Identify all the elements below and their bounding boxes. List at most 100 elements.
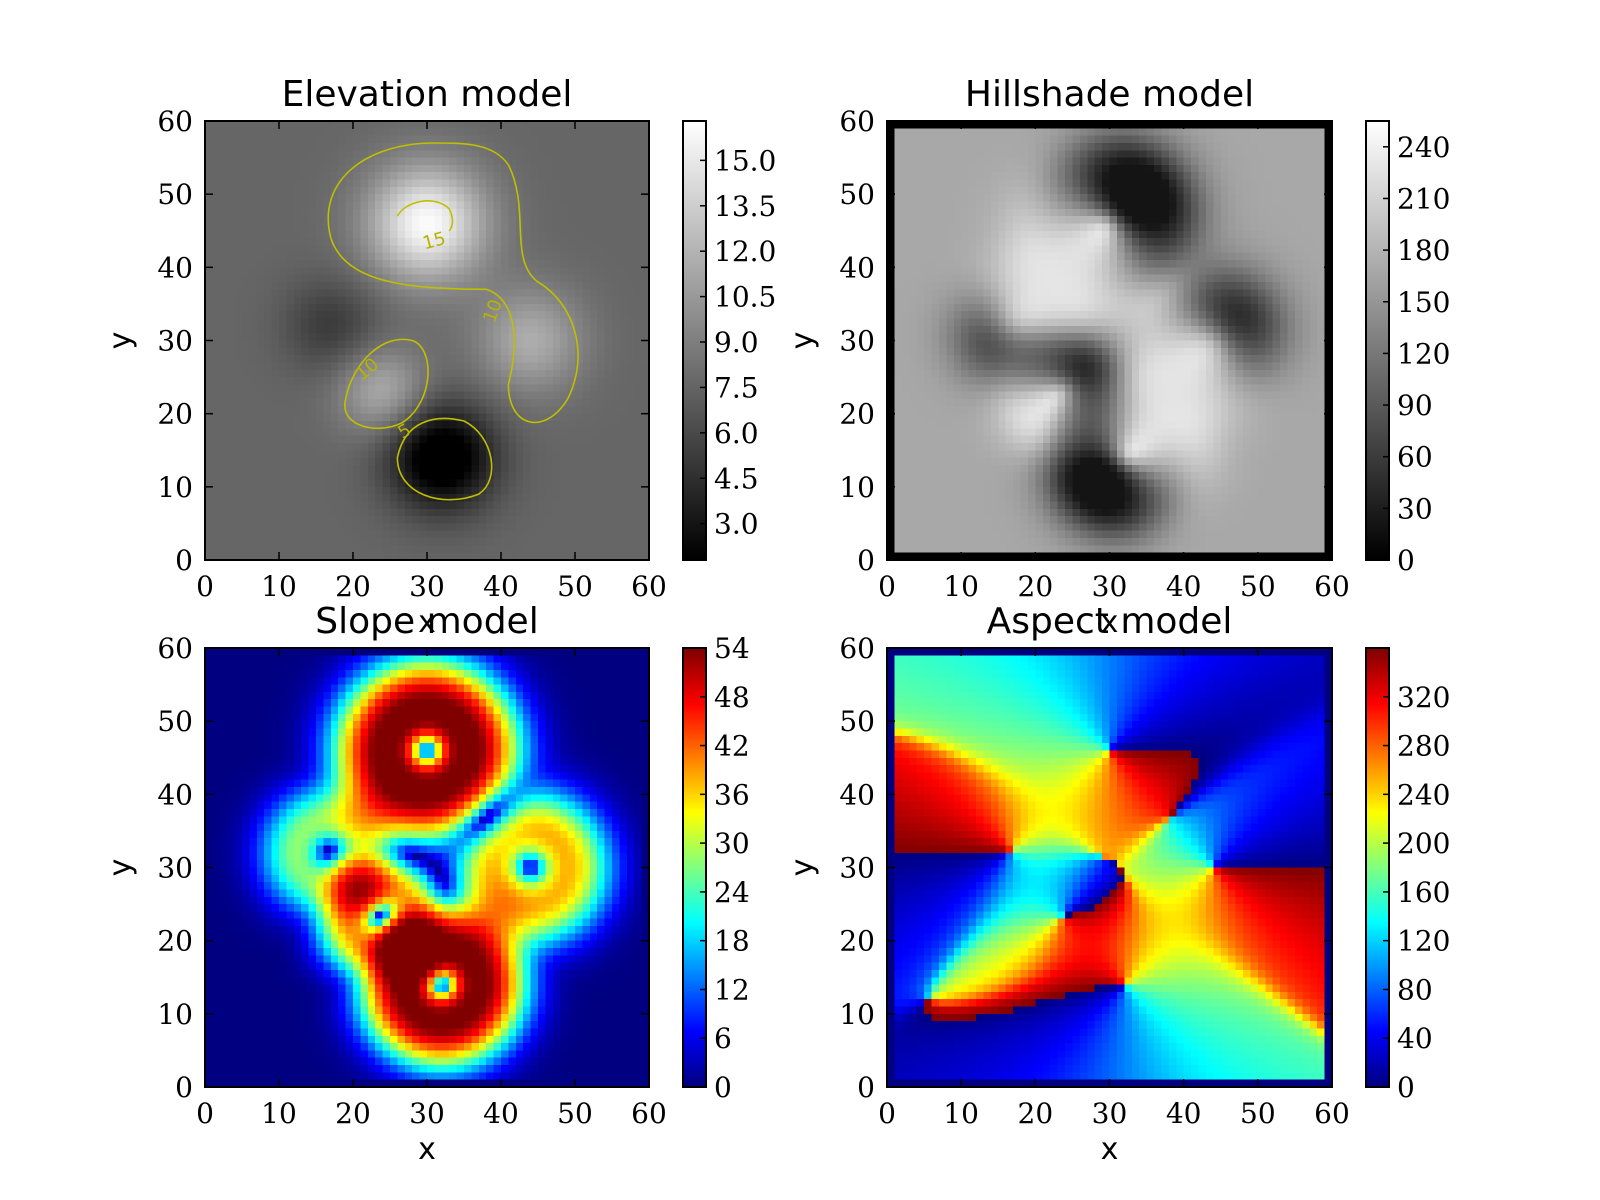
heatmap-image <box>887 648 1332 1087</box>
contour-15 <box>327 142 579 424</box>
x-tick-label: 10 <box>943 1097 979 1130</box>
x-tick-label: 40 <box>483 1097 519 1130</box>
colorbar-tick-label: 24 <box>714 876 750 909</box>
colorbar-tick-label: 15.0 <box>714 144 776 177</box>
colorbar-tick-label: 6.0 <box>714 417 759 450</box>
colorbar: 3.0 4.5 6.0 7.5 9.0 10.5 12.0 13.5 15.0 <box>682 120 776 561</box>
colorbar-tick-label: 12 <box>714 973 750 1006</box>
x-tick-label: 60 <box>631 570 667 603</box>
colorbar-tick-label: 160 <box>1397 876 1450 909</box>
x-tick-label: 10 <box>261 570 297 603</box>
y-axis-label: y <box>785 332 820 350</box>
contour-10 <box>344 338 429 430</box>
x-tick-label: 0 <box>196 1097 214 1130</box>
x-tick-label: 40 <box>483 570 519 603</box>
colorbar-tick-label: 280 <box>1397 730 1450 763</box>
x-tick-label: 10 <box>943 570 979 603</box>
x-tick-label: 20 <box>1018 1097 1054 1130</box>
colorbar-tick-label: 60 <box>1397 441 1433 474</box>
x-tick-label: 30 <box>1092 1097 1128 1130</box>
heatmap-image <box>887 121 1332 560</box>
y-tick-label: 30 <box>157 852 193 885</box>
chart-title: Aspect model <box>987 601 1233 642</box>
colorbar: 0 30 60 90 120 150 180 210 240 <box>1365 120 1450 577</box>
colorbar-frame <box>682 647 707 1088</box>
y-tick-label: 60 <box>157 632 193 665</box>
colorbar-tick-label: 120 <box>1397 925 1450 958</box>
colorbar-frame <box>1365 120 1390 561</box>
colorbar-tick-label: 0 <box>1397 1071 1415 1104</box>
colorbar-frame <box>1365 647 1390 1088</box>
x-tick-label: 30 <box>409 570 445 603</box>
colorbar-tick-label: 9.0 <box>714 326 759 359</box>
x-tick-label: 40 <box>1166 570 1202 603</box>
colorbar-tick-label: 42 <box>714 730 750 763</box>
y-axis-label: y <box>785 859 820 877</box>
heatmap-image <box>205 121 649 560</box>
colorbar-tick-label: 320 <box>1397 681 1450 714</box>
colorbar-tick-label: 36 <box>714 778 750 811</box>
y-tick-label: 10 <box>157 998 193 1031</box>
y-tick-label: 20 <box>839 925 875 958</box>
y-tick-label: 40 <box>839 251 875 284</box>
x-tick-label: 20 <box>335 570 371 603</box>
colorbar-tick-label: 0 <box>714 1071 732 1104</box>
y-tick-label: 10 <box>839 471 875 504</box>
x-tick-label: 60 <box>1314 1097 1350 1130</box>
colorbar-tick-label: 30 <box>1397 492 1433 525</box>
y-tick-label: 10 <box>839 998 875 1031</box>
colorbar-tick-label: 240 <box>1397 131 1450 164</box>
colorbar-tick-label: 80 <box>1397 973 1433 1006</box>
x-tick-label: 60 <box>1314 570 1350 603</box>
colorbar-tick-label: 180 <box>1397 234 1450 267</box>
y-tick-label: 50 <box>157 178 193 211</box>
colorbar-tick-label: 12.0 <box>714 235 776 268</box>
colorbar-tick-label: 18 <box>714 925 750 958</box>
y-tick-label: 10 <box>157 471 193 504</box>
x-axis-label: x <box>418 605 436 640</box>
y-tick-label: 50 <box>157 705 193 738</box>
y-tick-label: 0 <box>857 544 875 577</box>
x-tick-label: 60 <box>631 1097 667 1130</box>
y-tick-label: 60 <box>157 105 193 138</box>
x-tick-label: 0 <box>878 1097 896 1130</box>
chart-title: Hillshade model <box>965 74 1254 115</box>
colorbar-tick-label: 0 <box>1397 544 1415 577</box>
y-tick-label: 20 <box>157 398 193 431</box>
y-tick-label: 0 <box>175 544 193 577</box>
y-tick-label: 20 <box>157 925 193 958</box>
colorbar: 0 6 12 18 24 30 36 42 48 54 <box>682 632 750 1104</box>
x-tick-label: 40 <box>1166 1097 1202 1130</box>
panel-4: 0 10 20 30 40 50 60 0 10 20 30 40 50 60 x y Aspect model… <box>785 601 1450 1167</box>
colorbar-tick-label: 200 <box>1397 827 1450 860</box>
y-tick-label: 40 <box>839 778 875 811</box>
colorbar-frame <box>682 120 707 561</box>
y-tick-label: 40 <box>157 251 193 284</box>
y-tick-label: 0 <box>857 1071 875 1104</box>
colorbar-tick-label: 4.5 <box>714 462 759 495</box>
x-tick-label: 0 <box>878 570 896 603</box>
x-tick-label: 30 <box>409 1097 445 1130</box>
y-tick-label: 50 <box>839 705 875 738</box>
y-tick-label: 60 <box>839 632 875 665</box>
y-axis-label: y <box>103 332 138 350</box>
y-tick-label: 50 <box>839 178 875 211</box>
x-tick-label: 50 <box>557 1097 593 1130</box>
colorbar-tick-label: 40 <box>1397 1022 1433 1055</box>
colorbar-gradient <box>683 648 706 1087</box>
colorbar-tick-label: 210 <box>1397 182 1450 215</box>
chart-title: Elevation model <box>282 74 573 115</box>
contour-10 <box>396 200 454 232</box>
colorbar-tick-label: 6 <box>714 1022 732 1055</box>
panel-2: 0 10 20 30 40 50 60 0 10 20 30 40 50 60 x y Hillshade mo… <box>785 74 1450 640</box>
colorbar-tick-label: 13.5 <box>714 190 776 223</box>
x-axis-label: x <box>418 1132 436 1167</box>
y-tick-label: 40 <box>157 778 193 811</box>
colorbar-tick-label: 90 <box>1397 389 1433 422</box>
x-axis-label: x <box>1101 1132 1119 1167</box>
x-tick-label: 50 <box>1240 570 1276 603</box>
colorbar-gradient <box>1366 121 1389 560</box>
colorbar-tick-label: 150 <box>1397 286 1450 319</box>
x-tick-label: 20 <box>335 1097 371 1130</box>
